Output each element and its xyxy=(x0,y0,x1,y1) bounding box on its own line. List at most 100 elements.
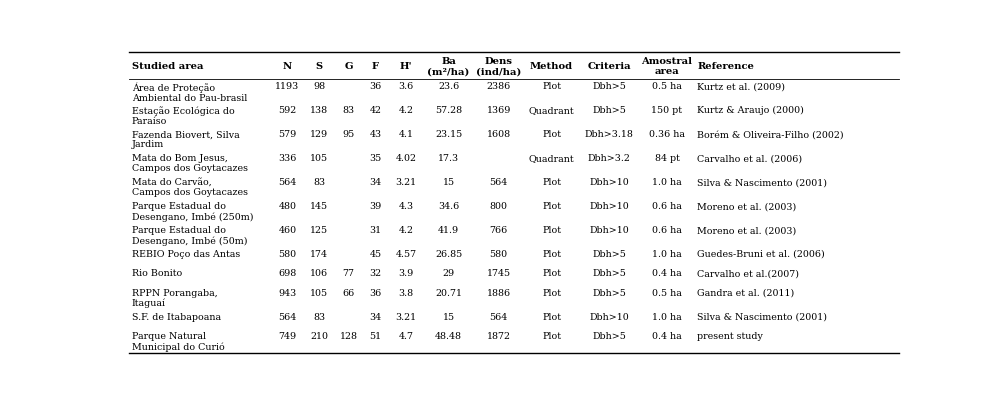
Text: 128: 128 xyxy=(340,331,358,340)
Text: G: G xyxy=(344,62,353,71)
Text: 15: 15 xyxy=(442,312,454,321)
Text: 1745: 1745 xyxy=(486,269,510,277)
Text: 43: 43 xyxy=(369,130,381,139)
Text: 95: 95 xyxy=(342,130,355,139)
Text: 0.4 ha: 0.4 ha xyxy=(651,269,681,277)
Text: 4.57: 4.57 xyxy=(396,249,417,258)
Text: 145: 145 xyxy=(310,202,328,211)
Text: Plot: Plot xyxy=(541,331,560,340)
Text: 4.2: 4.2 xyxy=(399,106,414,115)
Text: Amostral
area: Amostral area xyxy=(641,57,691,76)
Text: 83: 83 xyxy=(313,178,325,187)
Text: Plot: Plot xyxy=(541,269,560,277)
Text: 15: 15 xyxy=(442,178,454,187)
Text: Borém & Oliveira-Filho (2002): Borém & Oliveira-Filho (2002) xyxy=(696,130,843,139)
Text: 564: 564 xyxy=(279,178,297,187)
Text: S.F. de Itabapoana: S.F. de Itabapoana xyxy=(131,312,220,321)
Text: Estação Ecológica do
Paraíso: Estação Ecológica do Paraíso xyxy=(131,106,234,126)
Text: 66: 66 xyxy=(342,288,355,297)
Text: 4.2: 4.2 xyxy=(399,225,414,235)
Text: 41.9: 41.9 xyxy=(438,225,459,235)
Text: F: F xyxy=(372,62,379,71)
Text: 766: 766 xyxy=(489,225,507,235)
Text: 1369: 1369 xyxy=(486,106,510,115)
Text: 34.6: 34.6 xyxy=(438,202,459,211)
Text: 580: 580 xyxy=(489,249,507,258)
Text: Plot: Plot xyxy=(541,225,560,235)
Text: 480: 480 xyxy=(279,202,297,211)
Text: 749: 749 xyxy=(279,331,297,340)
Text: 800: 800 xyxy=(489,202,507,211)
Text: Plot: Plot xyxy=(541,249,560,258)
Text: Silva & Nascimento (2001): Silva & Nascimento (2001) xyxy=(696,178,827,187)
Text: 29: 29 xyxy=(442,269,454,277)
Text: H': H' xyxy=(400,62,412,71)
Text: Plot: Plot xyxy=(541,178,560,187)
Text: 77: 77 xyxy=(343,269,355,277)
Text: Dbh>5: Dbh>5 xyxy=(592,249,625,258)
Text: Ba
(m²/ha): Ba (m²/ha) xyxy=(427,57,469,76)
Text: 105: 105 xyxy=(310,154,328,163)
Text: Parque Estadual do
Desengano, Imbé (50m): Parque Estadual do Desengano, Imbé (50m) xyxy=(131,225,246,245)
Text: present study: present study xyxy=(696,331,763,340)
Text: 125: 125 xyxy=(310,225,328,235)
Text: 45: 45 xyxy=(369,249,381,258)
Text: 2386: 2386 xyxy=(486,82,510,91)
Text: Parque Natural
Municipal do Curió: Parque Natural Municipal do Curió xyxy=(131,331,224,350)
Text: 0.6 ha: 0.6 ha xyxy=(651,225,681,235)
Text: 3.6: 3.6 xyxy=(398,82,414,91)
Text: 36: 36 xyxy=(369,82,382,91)
Text: Quadrant: Quadrant xyxy=(528,106,574,115)
Text: 1.0 ha: 1.0 ha xyxy=(651,312,681,321)
Text: Gandra et al. (2011): Gandra et al. (2011) xyxy=(696,288,794,297)
Text: S: S xyxy=(316,62,323,71)
Text: 4.3: 4.3 xyxy=(399,202,414,211)
Text: Studied area: Studied area xyxy=(131,62,202,71)
Text: N: N xyxy=(283,62,292,71)
Text: 564: 564 xyxy=(489,178,507,187)
Text: 83: 83 xyxy=(313,312,325,321)
Text: Dbh>10: Dbh>10 xyxy=(589,312,628,321)
Text: REBIO Poço das Antas: REBIO Poço das Antas xyxy=(131,249,239,258)
Text: 3.8: 3.8 xyxy=(399,288,414,297)
Text: RPPN Porangaba,
Itaguaí: RPPN Porangaba, Itaguaí xyxy=(131,288,217,308)
Text: 39: 39 xyxy=(369,202,382,211)
Text: 1.0 ha: 1.0 ha xyxy=(651,249,681,258)
Text: 84 pt: 84 pt xyxy=(654,154,678,163)
Text: 42: 42 xyxy=(369,106,381,115)
Text: 1608: 1608 xyxy=(486,130,510,139)
Text: Plot: Plot xyxy=(541,202,560,211)
Text: Kurtz & Araujo (2000): Kurtz & Araujo (2000) xyxy=(696,106,804,115)
Text: Área de Proteção
Ambiental do Pau-brasil: Área de Proteção Ambiental do Pau-brasil xyxy=(131,82,246,103)
Text: 580: 580 xyxy=(279,249,297,258)
Text: Quadrant: Quadrant xyxy=(528,154,574,163)
Text: 0.5 ha: 0.5 ha xyxy=(651,82,681,91)
Text: Reference: Reference xyxy=(696,62,754,71)
Text: Dbh>10: Dbh>10 xyxy=(589,202,628,211)
Text: Parque Estadual do
Desengano, Imbé (250m): Parque Estadual do Desengano, Imbé (250m… xyxy=(131,202,253,221)
Text: 0.4 ha: 0.4 ha xyxy=(651,331,681,340)
Text: 34: 34 xyxy=(369,178,381,187)
Text: 1886: 1886 xyxy=(486,288,510,297)
Text: 35: 35 xyxy=(369,154,382,163)
Text: 51: 51 xyxy=(369,331,381,340)
Text: Dbh>3.2: Dbh>3.2 xyxy=(587,154,630,163)
Text: 1.0 ha: 1.0 ha xyxy=(651,178,681,187)
Text: 174: 174 xyxy=(310,249,328,258)
Text: Method: Method xyxy=(529,62,572,71)
Text: Carvalho et al.(2007): Carvalho et al.(2007) xyxy=(696,269,799,277)
Text: Dbh>3.18: Dbh>3.18 xyxy=(584,130,633,139)
Text: 98: 98 xyxy=(313,82,325,91)
Text: 698: 698 xyxy=(279,269,297,277)
Text: Fazenda Biovert, Silva
Jardim: Fazenda Biovert, Silva Jardim xyxy=(131,130,239,149)
Text: 460: 460 xyxy=(279,225,297,235)
Text: 106: 106 xyxy=(310,269,328,277)
Text: 210: 210 xyxy=(310,331,328,340)
Text: Dbh>10: Dbh>10 xyxy=(589,178,628,187)
Text: 129: 129 xyxy=(310,130,328,139)
Text: Guedes-Bruni et al. (2006): Guedes-Bruni et al. (2006) xyxy=(696,249,824,258)
Text: Dbh>5: Dbh>5 xyxy=(592,331,625,340)
Text: 336: 336 xyxy=(278,154,297,163)
Text: 4.1: 4.1 xyxy=(399,130,414,139)
Text: 592: 592 xyxy=(279,106,297,115)
